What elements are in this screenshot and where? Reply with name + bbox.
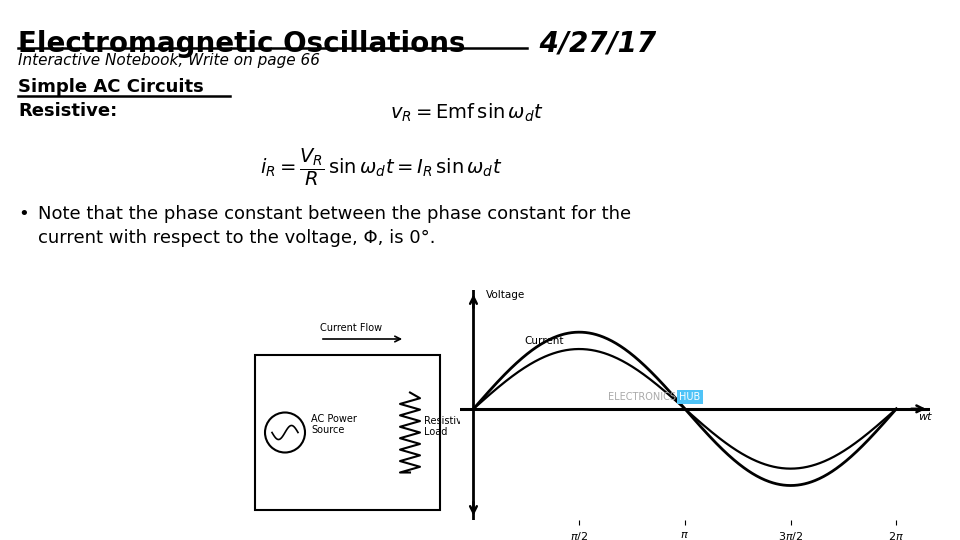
Text: Resistive
Load: Resistive Load bbox=[424, 416, 468, 437]
Text: Interactive Notebook, Write on page 66: Interactive Notebook, Write on page 66 bbox=[18, 53, 320, 68]
Text: $i_R = \dfrac{V_R}{R}\,\sin\omega_d t = I_R\,\sin\omega_d t$: $i_R = \dfrac{V_R}{R}\,\sin\omega_d t = … bbox=[260, 147, 502, 188]
Text: 4/27/17: 4/27/17 bbox=[530, 30, 656, 58]
Text: Current: Current bbox=[524, 336, 564, 346]
Text: wt: wt bbox=[918, 411, 931, 422]
Text: AC Power
Source: AC Power Source bbox=[311, 414, 357, 435]
Text: Voltage: Voltage bbox=[486, 291, 525, 300]
Text: Electromagnetic Oscillations: Electromagnetic Oscillations bbox=[18, 30, 466, 58]
Text: Simple AC Circuits: Simple AC Circuits bbox=[18, 78, 204, 96]
Text: Note that the phase constant between the phase constant for the
current with res: Note that the phase constant between the… bbox=[38, 205, 631, 247]
Text: Resistive:: Resistive: bbox=[18, 102, 117, 120]
Text: ELECTRONICS: ELECTRONICS bbox=[608, 393, 679, 402]
Text: Current Flow: Current Flow bbox=[320, 323, 382, 333]
Text: $v_R = \mathrm{Emf}\,\sin\omega_d t$: $v_R = \mathrm{Emf}\,\sin\omega_d t$ bbox=[390, 102, 543, 124]
Text: •: • bbox=[18, 205, 29, 223]
Text: HUB: HUB bbox=[680, 393, 701, 402]
